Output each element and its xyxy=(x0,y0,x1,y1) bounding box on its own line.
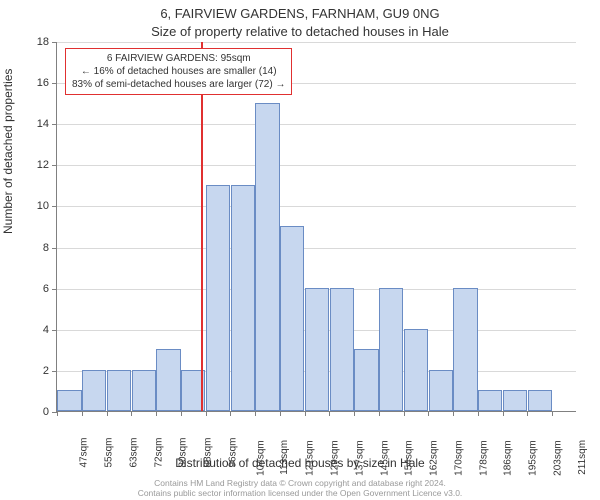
histogram-bar xyxy=(453,288,477,411)
reference-line xyxy=(201,42,203,411)
x-tick-mark xyxy=(404,411,405,416)
y-tick-label: 16 xyxy=(37,77,49,89)
footer-line1: Contains HM Land Registry data © Crown c… xyxy=(0,478,600,488)
annotation-line1: 6 FAIRVIEW GARDENS: 95sqm xyxy=(72,52,285,65)
histogram-bar xyxy=(280,226,304,411)
gridline xyxy=(57,248,576,249)
y-tick-mark xyxy=(52,371,57,372)
annotation-line3: 83% of semi-detached houses are larger (… xyxy=(72,78,285,91)
histogram-bar xyxy=(255,103,279,411)
histogram-bar xyxy=(231,185,255,411)
y-tick-mark xyxy=(52,165,57,166)
y-tick-mark xyxy=(52,83,57,84)
gridline xyxy=(57,42,576,43)
y-tick-mark xyxy=(52,289,57,290)
histogram-bar xyxy=(528,390,552,411)
y-tick-mark xyxy=(52,124,57,125)
annotation-line2: ← 16% of detached houses are smaller (14… xyxy=(72,65,285,78)
histogram-bar xyxy=(156,349,180,411)
x-tick-mark xyxy=(503,411,504,416)
y-tick-mark xyxy=(52,330,57,331)
x-tick-mark xyxy=(453,411,454,416)
x-tick-mark xyxy=(428,411,429,416)
histogram-bar xyxy=(429,370,453,411)
y-tick-label: 2 xyxy=(43,365,49,377)
histogram-bar xyxy=(503,390,527,411)
x-tick-mark xyxy=(181,411,182,416)
x-tick-mark xyxy=(131,411,132,416)
histogram-bar xyxy=(132,370,156,411)
histogram-bar xyxy=(354,349,378,411)
histogram-bar xyxy=(107,370,131,411)
gridline xyxy=(57,165,576,166)
y-tick-label: 12 xyxy=(37,159,49,171)
y-tick-label: 0 xyxy=(43,406,49,418)
x-tick-mark xyxy=(82,411,83,416)
x-axis-label: Distribution of detached houses by size … xyxy=(0,456,600,470)
y-axis-label: Number of detached properties xyxy=(1,69,15,234)
x-tick-mark xyxy=(379,411,380,416)
x-tick-mark xyxy=(527,411,528,416)
x-tick-mark xyxy=(354,411,355,416)
x-tick-mark xyxy=(305,411,306,416)
y-tick-label: 6 xyxy=(43,283,49,295)
y-tick-label: 14 xyxy=(37,118,49,130)
y-tick-label: 4 xyxy=(43,324,49,336)
chart-title-line2: Size of property relative to detached ho… xyxy=(0,24,600,39)
x-tick-mark xyxy=(230,411,231,416)
x-tick-mark xyxy=(156,411,157,416)
y-tick-label: 8 xyxy=(43,242,49,254)
annotation-box: 6 FAIRVIEW GARDENS: 95sqm ← 16% of detac… xyxy=(65,48,292,95)
y-tick-label: 10 xyxy=(37,200,49,212)
histogram-bar xyxy=(404,329,428,411)
x-tick-mark xyxy=(255,411,256,416)
gridline xyxy=(57,206,576,207)
footer-line2: Contains public sector information licen… xyxy=(0,488,600,498)
x-tick-mark xyxy=(329,411,330,416)
x-tick-mark xyxy=(206,411,207,416)
x-tick-mark xyxy=(280,411,281,416)
x-tick-mark xyxy=(107,411,108,416)
x-tick-mark xyxy=(57,411,58,416)
histogram-bar xyxy=(57,390,81,411)
histogram-bar xyxy=(206,185,230,411)
histogram-bar xyxy=(330,288,354,411)
histogram-bar xyxy=(82,370,106,411)
histogram-bar xyxy=(478,390,502,411)
x-tick-mark xyxy=(552,411,553,416)
y-tick-mark xyxy=(52,206,57,207)
histogram-bar xyxy=(305,288,329,411)
histogram-bar xyxy=(379,288,403,411)
y-tick-mark xyxy=(52,248,57,249)
chart-container: 6, FAIRVIEW GARDENS, FARNHAM, GU9 0NG Si… xyxy=(0,0,600,500)
chart-footer: Contains HM Land Registry data © Crown c… xyxy=(0,478,600,498)
y-tick-mark xyxy=(52,42,57,43)
y-tick-label: 18 xyxy=(37,36,49,48)
x-tick-mark xyxy=(478,411,479,416)
chart-title-line1: 6, FAIRVIEW GARDENS, FARNHAM, GU9 0NG xyxy=(0,6,600,21)
plot-area: 02468101214161847sqm55sqm63sqm72sqm80sqm… xyxy=(56,42,576,412)
gridline xyxy=(57,124,576,125)
